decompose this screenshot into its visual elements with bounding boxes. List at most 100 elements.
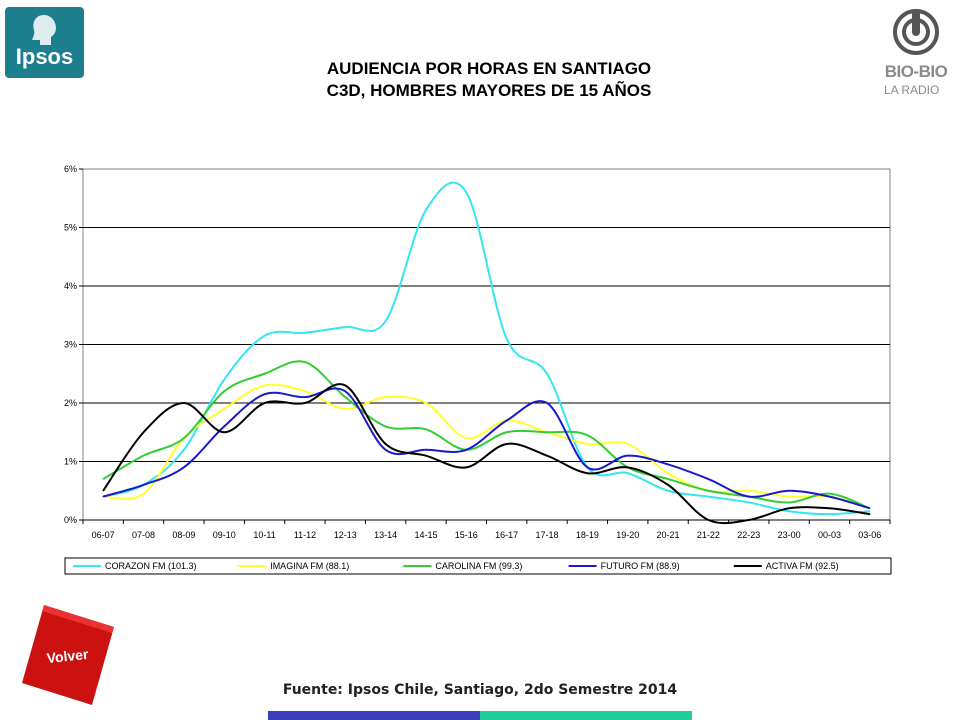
x-tick-label: 16-17	[495, 530, 518, 540]
data-point	[385, 320, 387, 322]
y-tick-label: 4%	[64, 281, 77, 291]
x-tick-label: 21-22	[697, 530, 720, 540]
data-point	[183, 402, 185, 404]
data-point	[344, 408, 346, 410]
data-point	[344, 384, 346, 387]
data-point	[425, 428, 427, 430]
data-point	[385, 425, 387, 427]
data-point	[385, 443, 387, 445]
legend-label: CORAZON FM (101.3)	[105, 561, 197, 571]
volver-button[interactable]: Volver	[22, 605, 114, 705]
biobio-logo: BIO-BIO LA RADIO	[880, 8, 952, 100]
ipsos-head-icon	[32, 15, 56, 45]
data-point	[586, 472, 588, 474]
biobio-mark-icon	[893, 9, 939, 55]
chart-title-line1: AUDIENCIA POR HORAS EN SANTIAGO	[326, 59, 652, 78]
data-point	[344, 326, 346, 328]
data-point	[627, 443, 629, 445]
data-point	[142, 493, 145, 495]
data-point	[828, 507, 831, 509]
data-point	[667, 472, 669, 474]
data-point	[788, 490, 790, 492]
data-point	[263, 373, 266, 375]
data-point	[304, 390, 306, 392]
data-point	[223, 379, 225, 381]
x-tick-label: 22-23	[737, 530, 760, 540]
data-point	[425, 402, 427, 404]
x-tick-label: 14-15	[414, 530, 437, 540]
x-tick-label: 03-06	[858, 530, 881, 540]
data-point	[828, 513, 831, 515]
data-point	[828, 496, 831, 498]
x-tick-label: 17-18	[536, 530, 559, 540]
data-point	[506, 443, 508, 445]
series-line-4	[102, 387, 871, 510]
y-tick-label: 6%	[64, 164, 77, 174]
legend-label: IMAGINA FM (88.1)	[270, 561, 349, 571]
data-point	[788, 496, 790, 498]
volver-label: Volver	[46, 646, 90, 666]
data-point	[869, 510, 871, 512]
data-point	[304, 361, 306, 363]
data-point	[465, 449, 467, 451]
x-tick-label: 20-21	[657, 530, 680, 540]
data-point	[748, 490, 750, 492]
x-tick-label: 00-03	[818, 530, 841, 540]
data-point	[627, 466, 629, 468]
data-point	[748, 496, 750, 498]
x-tick-label: 12-13	[334, 530, 357, 540]
data-point	[263, 384, 266, 387]
x-tick-label: 07-08	[132, 530, 155, 540]
x-tick-label: 10-11	[253, 530, 275, 540]
data-point	[263, 402, 266, 404]
data-point	[546, 455, 548, 457]
data-point	[546, 402, 548, 404]
data-point	[586, 434, 588, 436]
data-point	[102, 478, 104, 480]
data-point	[344, 390, 346, 392]
data-point	[465, 191, 467, 193]
data-point	[748, 501, 750, 504]
biobio-logo-subtext: LA RADIO	[884, 83, 940, 97]
data-point	[183, 466, 185, 468]
data-point	[546, 431, 548, 433]
data-point	[506, 338, 508, 340]
data-point	[425, 209, 427, 211]
data-point	[506, 431, 508, 433]
biobio-logo-text: BIO-BIO	[884, 62, 948, 81]
data-point	[667, 463, 669, 466]
data-point	[586, 466, 588, 468]
footer-accent-bar-blue	[268, 711, 480, 720]
x-tick-label: 15-16	[455, 530, 478, 540]
data-point	[223, 390, 225, 392]
data-point	[667, 490, 669, 492]
series-line-1	[102, 181, 870, 516]
y-tick-label: 3%	[64, 340, 77, 350]
data-point	[869, 513, 871, 515]
legend-box	[64, 557, 892, 575]
data-point	[707, 496, 710, 498]
x-tick-label: 13-14	[374, 530, 397, 540]
data-point	[223, 408, 225, 410]
data-point	[304, 402, 306, 404]
data-point	[344, 396, 346, 398]
data-point	[465, 437, 467, 439]
data-point	[667, 484, 669, 486]
data-point	[142, 431, 145, 433]
x-tick-label: 06-07	[92, 530, 115, 540]
data-point	[102, 490, 104, 492]
footer-accent-bar-green	[480, 711, 692, 720]
data-point	[869, 507, 871, 509]
legend-label: CAROLINA FM (99.3)	[435, 561, 522, 571]
data-point	[788, 507, 790, 509]
x-tick-label: 09-10	[213, 530, 236, 540]
data-point	[142, 484, 145, 486]
data-point	[707, 478, 710, 480]
x-tick-label: 18-19	[576, 530, 599, 540]
data-point	[223, 425, 225, 427]
y-tick-label: 5%	[64, 223, 77, 233]
data-point	[586, 443, 588, 445]
data-point	[183, 437, 185, 439]
data-point	[506, 419, 508, 422]
